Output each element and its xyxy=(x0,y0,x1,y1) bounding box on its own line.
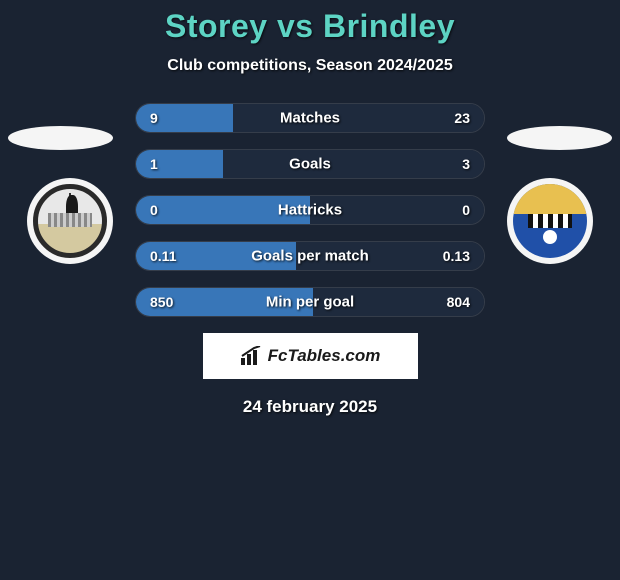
bar-right-value: 0.13 xyxy=(443,248,470,264)
gateshead-crest-icon xyxy=(33,184,107,258)
stat-bar: 0 0 Hattricks xyxy=(135,195,485,225)
page-title: Storey vs Brindley xyxy=(0,8,620,45)
club-crest-left xyxy=(27,178,113,264)
bar-label: Hattricks xyxy=(278,202,342,219)
stats-card: Storey vs Brindley Club competitions, Se… xyxy=(0,0,620,417)
stat-bar: 0.11 0.13 Goals per match xyxy=(135,241,485,271)
bar-left-value: 9 xyxy=(150,110,158,126)
fctables-chart-icon xyxy=(240,346,264,366)
bar-label: Goals xyxy=(289,156,331,173)
bar-left-value: 1 xyxy=(150,156,158,172)
club-crest-right xyxy=(507,178,593,264)
player-photo-left xyxy=(8,126,113,150)
bar-right-fill xyxy=(233,104,484,132)
bar-label: Goals per match xyxy=(251,248,369,265)
bar-label: Matches xyxy=(280,110,340,127)
bar-right-value: 804 xyxy=(447,294,470,310)
stat-bar: 850 804 Min per goal xyxy=(135,287,485,317)
eastleigh-crest-icon xyxy=(513,184,587,258)
bar-right-value: 3 xyxy=(462,156,470,172)
bar-right-value: 23 xyxy=(454,110,470,126)
brand-badge: FcTables.com xyxy=(203,333,418,379)
bar-left-value: 850 xyxy=(150,294,173,310)
subtitle: Club competitions, Season 2024/2025 xyxy=(0,57,620,75)
bar-label: Min per goal xyxy=(266,294,354,311)
bar-left-value: 0.11 xyxy=(150,248,176,264)
bar-right-fill xyxy=(223,150,484,178)
player-photo-right xyxy=(507,126,612,150)
bar-right-value: 0 xyxy=(462,202,470,218)
comparison-bars: 9 23 Matches 1 3 Goals 0 0 Hattricks 0.11 0.13 Goal… xyxy=(135,103,485,317)
bar-left-value: 0 xyxy=(150,202,158,218)
stat-bar: 1 3 Goals xyxy=(135,149,485,179)
stat-bar: 9 23 Matches xyxy=(135,103,485,133)
snapshot-date: 24 february 2025 xyxy=(0,397,620,417)
brand-text: FcTables.com xyxy=(268,346,381,366)
